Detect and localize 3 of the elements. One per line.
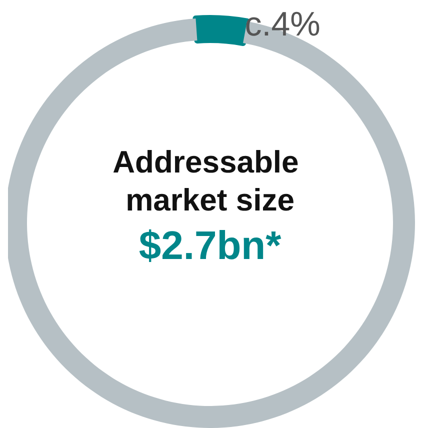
data-label: c.4% bbox=[244, 5, 320, 44]
text: $2.7bn* bbox=[138, 224, 282, 268]
text: Addressable market size bbox=[112, 144, 308, 218]
